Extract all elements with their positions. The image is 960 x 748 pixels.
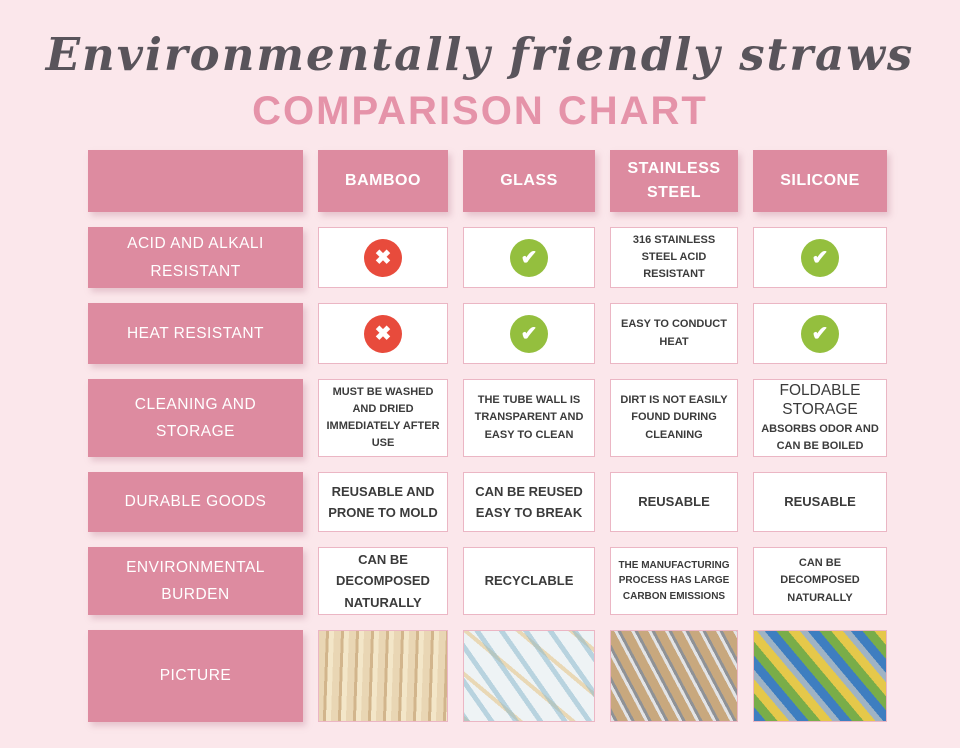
cell-title: FOLDABLE STORAGE [779, 381, 861, 418]
cell-text: REUSABLE AND PRONE TO MOLD [328, 483, 438, 520]
cell-heat-silicone: ✔ [753, 303, 887, 364]
silicone-straws-image [753, 630, 887, 722]
cell-text: ABSORBS ODOR AND CAN BE BOILED [761, 423, 879, 453]
check-icon: ✔ [510, 238, 548, 277]
stainless-steel-straws-image [610, 630, 738, 722]
cross-icon: ✖ [364, 314, 402, 353]
row-label-environmental-burden: ENVIRONMENTAL BURDEN [88, 547, 303, 615]
check-icon: ✔ [801, 314, 839, 353]
bamboo-straws-image [318, 630, 448, 722]
cell-durable-glass: CAN BE REUSED EASY TO BREAK [463, 472, 595, 532]
cell-text: 316 STAINLESS STEEL ACID RESISTANT [632, 233, 716, 281]
cell-acid-silicone: ✔ [753, 227, 887, 288]
cell-cleaning-bamboo: MUST BE WASHED AND DRIED IMMEDIATELY AFT… [318, 379, 448, 457]
row-label-acid-alkali-resistant: ACID AND ALKALI RESISTANT [88, 227, 303, 288]
page-title-main: COMPARISON CHART [252, 89, 708, 133]
check-icon: ✔ [510, 314, 548, 353]
cell-environment-bamboo: CAN BE DECOMPOSED NATURALLY [318, 547, 448, 615]
cell-text: CAN BE REUSED EASY TO BREAK [475, 483, 583, 520]
check-icon: ✔ [801, 238, 839, 277]
cell-acid-glass: ✔ [463, 227, 595, 288]
row-label-picture: PICTURE [88, 630, 303, 722]
glass-straws-image [463, 630, 595, 722]
cell-text: THE TUBE WALL IS TRANSPARENT AND EASY TO… [474, 394, 584, 441]
column-header-stainless-steel: STAINLESS STEEL [610, 150, 738, 212]
cell-acid-stainless-steel: 316 STAINLESS STEEL ACID RESISTANT [610, 227, 738, 288]
row-label-cleaning-storage: CLEANING AND STORAGE [88, 379, 303, 457]
cell-cleaning-glass: THE TUBE WALL IS TRANSPARENT AND EASY TO… [463, 379, 595, 457]
cell-text: CAN BE DECOMPOSED NATURALLY [780, 557, 860, 604]
cell-text: MUST BE WASHED AND DRIED IMMEDIATELY AFT… [326, 385, 440, 450]
cell-text: THE MANUFACTURING PROCESS HAS LARGE CARB… [618, 559, 730, 602]
row-label-heat-resistant: HEAT RESISTANT [88, 303, 303, 364]
cell-text: REUSABLE [784, 494, 856, 510]
cell-text: REUSABLE [638, 494, 710, 510]
cell-text: RECYCLABLE [484, 573, 574, 589]
cell-environment-glass: RECYCLABLE [463, 547, 595, 615]
column-header-glass: GLASS [463, 150, 595, 212]
cell-text: DIRT IS NOT EASILY FOUND DURING CLEANING [620, 394, 728, 441]
cell-durable-stainless-steel: REUSABLE [610, 472, 738, 532]
cell-durable-silicone: REUSABLE [753, 472, 887, 532]
comparison-table: BAMBOO GLASS STAINLESS STEEL SILICONE AC… [88, 150, 960, 722]
cell-heat-bamboo: ✖ [318, 303, 448, 364]
cell-environment-silicone: CAN BE DECOMPOSED NATURALLY [753, 547, 887, 615]
cell-acid-bamboo: ✖ [318, 227, 448, 288]
cell-heat-glass: ✔ [463, 303, 595, 364]
cross-icon: ✖ [364, 238, 402, 277]
page-title-script: Environmentally friendly straws [45, 28, 915, 81]
cell-text: EASY TO CONDUCT HEAT [621, 318, 727, 348]
table-corner-cell [88, 150, 303, 212]
column-header-silicone: SILICONE [753, 150, 887, 212]
column-header-bamboo: BAMBOO [318, 150, 448, 212]
row-label-durable-goods: DURABLE GOODS [88, 472, 303, 532]
cell-text: CAN BE DECOMPOSED NATURALLY [336, 551, 430, 610]
cell-heat-stainless-steel: EASY TO CONDUCT HEAT [610, 303, 738, 364]
cell-cleaning-silicone: FOLDABLE STORAGE ABSORBS ODOR AND CAN BE… [753, 379, 887, 457]
cell-cleaning-stainless-steel: DIRT IS NOT EASILY FOUND DURING CLEANING [610, 379, 738, 457]
cell-environment-stainless-steel: THE MANUFACTURING PROCESS HAS LARGE CARB… [610, 547, 738, 615]
cell-durable-bamboo: REUSABLE AND PRONE TO MOLD [318, 472, 448, 532]
